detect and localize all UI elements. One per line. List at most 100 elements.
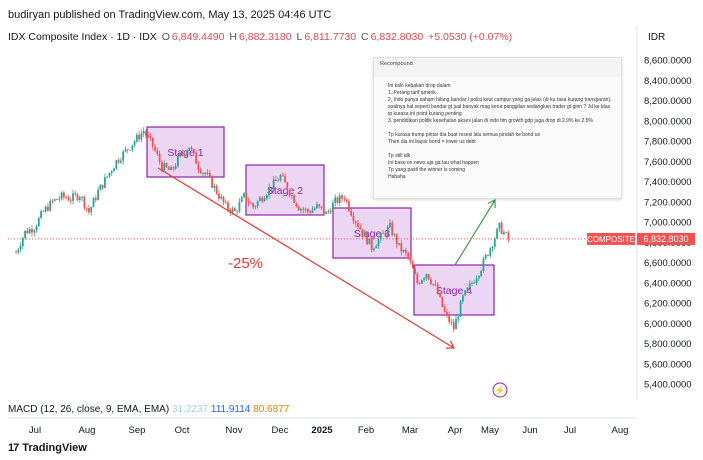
- candle-body: [384, 233, 387, 236]
- candle-body: [211, 176, 213, 188]
- candle-body: [31, 229, 33, 233]
- x-tick-label: Oct: [175, 425, 190, 436]
- candle-body: [471, 283, 473, 284]
- candle-body: [275, 179, 277, 181]
- candle-body: [498, 222, 501, 229]
- x-tick-label: Apr: [448, 425, 463, 436]
- y-tick-label: 7,000.0000: [644, 218, 692, 229]
- candle-body: [58, 198, 61, 200]
- candle-body: [368, 238, 371, 245]
- candle-body: [480, 271, 483, 276]
- candle-body: [370, 238, 373, 250]
- candle-body: [249, 203, 252, 204]
- memo-title: Recompound: [380, 61, 413, 67]
- x-tick-label: May: [481, 425, 499, 436]
- macd-legend: MACD (12, 26, close, 9, EMA, EMA) 31.223…: [8, 404, 289, 415]
- candle-body: [243, 193, 245, 198]
- candle-body: [238, 201, 241, 212]
- x-tick-label: Jul: [29, 425, 41, 436]
- candle-body: [320, 206, 323, 209]
- y-tick-label: 7,200.0000: [644, 197, 692, 208]
- memo-line: tp kurasa ini point kurang penting: [388, 111, 462, 117]
- candle-body: [332, 202, 334, 213]
- candle-body: [507, 232, 510, 240]
- candle-body: [334, 197, 337, 203]
- candle-body: [252, 203, 255, 208]
- x-tick-label: Sep: [129, 425, 146, 436]
- candle-body: [393, 234, 396, 236]
- candle-body: [62, 192, 65, 198]
- candle-body: [56, 199, 58, 200]
- memo-line: Tp kurasa trump pintar dia buat resesi l…: [388, 132, 541, 138]
- candle-body: [110, 171, 113, 173]
- down-arrow: [157, 167, 455, 349]
- x-tick-label: Aug: [79, 425, 96, 436]
- candle-body: [129, 149, 131, 151]
- candle-body: [106, 176, 109, 178]
- candle-body: [343, 198, 346, 200]
- candle-body: [425, 274, 428, 279]
- y-tick-label: 5,600.0000: [644, 359, 692, 370]
- candle-body: [138, 134, 141, 140]
- memo-screenshot: Recompound Ini kalo kebakan drop dalam 1.…: [373, 57, 622, 199]
- candle-body: [268, 187, 270, 196]
- candle-body: [398, 243, 400, 245]
- candle-body: [197, 163, 200, 170]
- candle-body: [277, 180, 280, 182]
- candle-body: [446, 311, 448, 315]
- candle-body: [26, 230, 29, 234]
- candle-body: [195, 152, 198, 164]
- candle-body: [493, 238, 496, 247]
- lightning-icon: ⚡: [494, 385, 505, 397]
- candle-body: [322, 208, 325, 215]
- x-tick-label: Dec: [272, 425, 289, 436]
- low-value: 6,811.7730: [304, 31, 357, 43]
- candle-body: [363, 232, 366, 236]
- symbol-title: IDX Composite Index · 1D · IDX: [8, 31, 157, 43]
- candle-body: [379, 233, 382, 240]
- candle-body: [411, 261, 414, 269]
- candle-body: [256, 201, 259, 207]
- candle-body: [154, 146, 156, 151]
- candle-body: [181, 153, 184, 155]
- candle-body: [402, 250, 405, 252]
- x-tick-label: Jun: [522, 425, 537, 436]
- candle-body: [101, 184, 104, 188]
- candle-body: [359, 226, 362, 230]
- candle-body: [423, 278, 426, 281]
- candle-body: [247, 201, 250, 204]
- memo-line: soalnya hal seperti bandar gt jual banya…: [388, 104, 611, 110]
- candle-body: [503, 232, 505, 235]
- macd-label: MACD (12, 26, close, 9, EMA, EMA): [8, 404, 170, 415]
- stage-box: [413, 264, 495, 316]
- candle-body: [318, 204, 321, 207]
- candle-body: [231, 208, 234, 213]
- candle-body: [432, 283, 435, 285]
- candle-body: [325, 211, 327, 215]
- tradingview-logo-icon: 17: [8, 442, 19, 454]
- candle-body: [336, 197, 339, 203]
- candle-body: [464, 290, 467, 296]
- candle-body: [366, 232, 369, 245]
- candle-body: [44, 206, 47, 212]
- candle-body: [149, 135, 152, 138]
- candle-body: [304, 209, 307, 210]
- up-arrow-head: [487, 199, 496, 209]
- candle-body: [420, 280, 423, 284]
- candle-body: [265, 195, 268, 199]
- candle-body: [441, 296, 444, 307]
- candle-body: [49, 200, 52, 211]
- candle-body: [427, 274, 430, 280]
- candle-body: [279, 175, 282, 181]
- memo-line: [388, 146, 607, 153]
- candle-body: [135, 134, 138, 142]
- candle-body: [78, 197, 81, 201]
- price-tag-name: COMPOSITE: [587, 235, 635, 244]
- up-arrow: [454, 199, 496, 266]
- candle-body: [352, 215, 355, 222]
- pct-label: -25%: [228, 255, 263, 272]
- candle-body: [233, 208, 236, 211]
- candle-body: [215, 185, 218, 194]
- candle-body: [72, 193, 74, 201]
